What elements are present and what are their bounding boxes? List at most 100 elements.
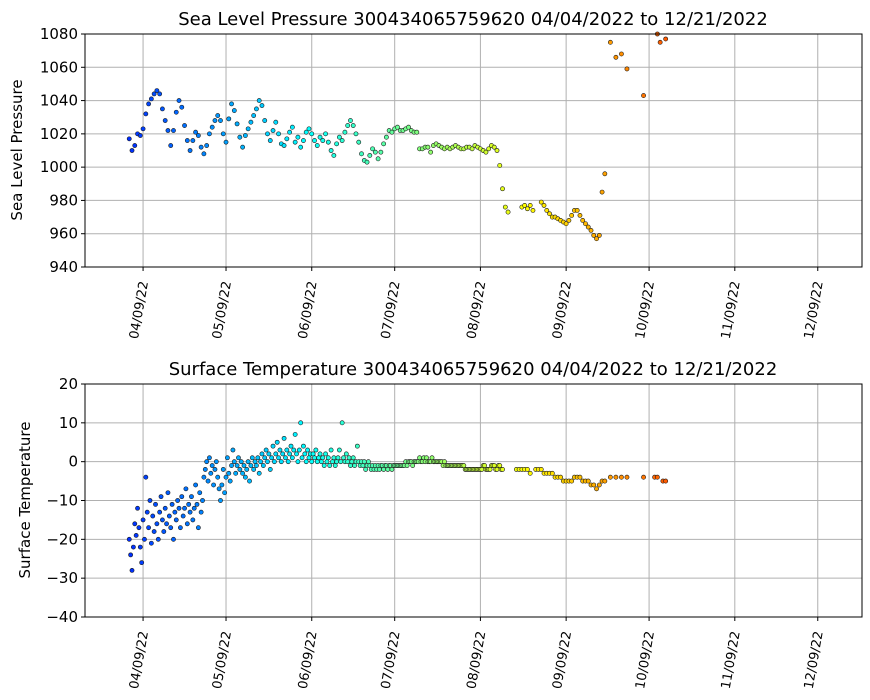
temperature-data-point xyxy=(320,455,326,461)
pressure-data-point xyxy=(259,103,265,108)
temperature-data-point xyxy=(381,467,387,472)
pressure-data-point xyxy=(312,138,317,143)
temperature-data-point xyxy=(202,467,208,472)
pressure-data-point xyxy=(237,134,243,140)
temperature-data-point xyxy=(129,568,135,573)
temperature-data-point xyxy=(231,459,237,465)
pressure-data-point xyxy=(229,101,234,107)
pressure-data-point xyxy=(204,143,210,148)
temperature-data-point xyxy=(270,443,276,449)
temperature-data-point xyxy=(288,443,294,449)
pressure-data-point xyxy=(342,129,348,135)
temperature-data-point xyxy=(148,540,154,546)
pressure-data-point xyxy=(137,133,143,138)
temperature-data-point xyxy=(602,478,608,484)
pressure-data-point xyxy=(173,109,179,115)
pressure-data-point xyxy=(146,101,151,107)
temperature-data-point xyxy=(189,494,194,500)
pressure-data-point xyxy=(306,126,312,132)
pressure-data-point xyxy=(491,144,497,150)
pressure-y-tick-label: 960 xyxy=(49,225,78,243)
temperature-data-point xyxy=(180,513,186,519)
temperature-data-point xyxy=(298,420,304,426)
pressure-plot-frame xyxy=(84,33,863,268)
temperature-data-point xyxy=(130,544,136,550)
temperature-data-point xyxy=(126,536,132,542)
temperature-data-point xyxy=(335,455,341,461)
temperature-data-point xyxy=(173,517,179,523)
pressure-data-point xyxy=(370,146,375,152)
pressure-data-point xyxy=(234,121,240,127)
temperature-data-point xyxy=(461,463,467,468)
temperature-data-point xyxy=(341,455,346,461)
temperature-data-point xyxy=(137,544,143,550)
temperature-data-point xyxy=(165,490,171,496)
pressure-data-point xyxy=(317,134,323,140)
temperature-data-point xyxy=(549,470,555,476)
temperature-data-point xyxy=(594,486,599,492)
temperature-y-ticks: −40 −30 −20 −10 0 10 20 xyxy=(46,375,85,626)
temperature-data-point xyxy=(155,536,161,542)
pressure-data-point xyxy=(336,134,342,140)
pressure-data-point xyxy=(469,146,475,152)
temperature-data-point xyxy=(442,459,447,465)
pressure-data-point xyxy=(184,138,190,143)
temperature-y-tick-label: −20 xyxy=(46,530,78,548)
temperature-data-point xyxy=(332,463,338,468)
temperature-data-point xyxy=(585,478,591,484)
pressure-y-tick-label: 1040 xyxy=(40,92,78,110)
temperature-data-point xyxy=(242,474,248,480)
pressure-data-point xyxy=(320,138,326,143)
temperature-data-point xyxy=(197,490,203,496)
pressure-data-point xyxy=(613,54,619,60)
pressure-data-point xyxy=(619,51,624,57)
temperature-data-point xyxy=(613,474,619,480)
temperature-data-point xyxy=(172,509,178,515)
temperature-data-point xyxy=(558,474,563,480)
temperature-data-point xyxy=(350,455,356,461)
temperature-data-point xyxy=(213,459,219,465)
pressure-points xyxy=(126,31,669,242)
temperature-data-point xyxy=(404,463,410,468)
pressure-data-point xyxy=(323,131,328,137)
temperature-chart-title: Surface Temperature 300434065759620 04/0… xyxy=(169,359,778,380)
temperature-data-point xyxy=(497,463,503,468)
pressure-data-point xyxy=(240,144,246,150)
temperature-data-point xyxy=(146,525,151,531)
pressure-data-point xyxy=(334,141,340,147)
pressure-data-point xyxy=(187,148,193,153)
pressure-y-tick-label: 1020 xyxy=(40,125,78,143)
temperature-data-point xyxy=(157,509,163,515)
pressure-data-point xyxy=(353,131,359,137)
pressure-data-point xyxy=(132,143,138,148)
pressure-y-tick-label: 940 xyxy=(49,258,78,276)
pressure-data-point xyxy=(270,128,276,133)
temperature-data-point xyxy=(310,451,316,457)
pressure-data-point xyxy=(378,149,384,155)
temperature-data-point xyxy=(663,478,669,484)
temperature-grid xyxy=(85,384,862,617)
temperature-data-point xyxy=(191,505,197,511)
temperature-data-point xyxy=(186,501,192,507)
pressure-data-point xyxy=(345,123,351,128)
temperature-data-point xyxy=(169,501,175,507)
temperature-data-point xyxy=(334,459,340,465)
pressure-data-point xyxy=(193,129,198,135)
temperature-data-point xyxy=(321,463,327,468)
temperature-data-point xyxy=(348,463,353,468)
temperature-data-point xyxy=(205,478,211,484)
temperature-data-point xyxy=(294,451,299,457)
pressure-data-point xyxy=(218,118,223,123)
temperature-data-point xyxy=(331,455,337,461)
pressure-data-point xyxy=(242,133,248,138)
temperature-data-point xyxy=(274,439,280,445)
pressure-data-point xyxy=(248,119,254,125)
temperature-data-point xyxy=(229,463,234,468)
temperature-data-point xyxy=(135,505,140,511)
temperature-data-point xyxy=(164,521,169,527)
temperature-data-point xyxy=(259,451,265,457)
temperature-data-point xyxy=(338,459,344,465)
temperature-data-point xyxy=(132,521,138,527)
pressure-data-point xyxy=(367,153,373,158)
